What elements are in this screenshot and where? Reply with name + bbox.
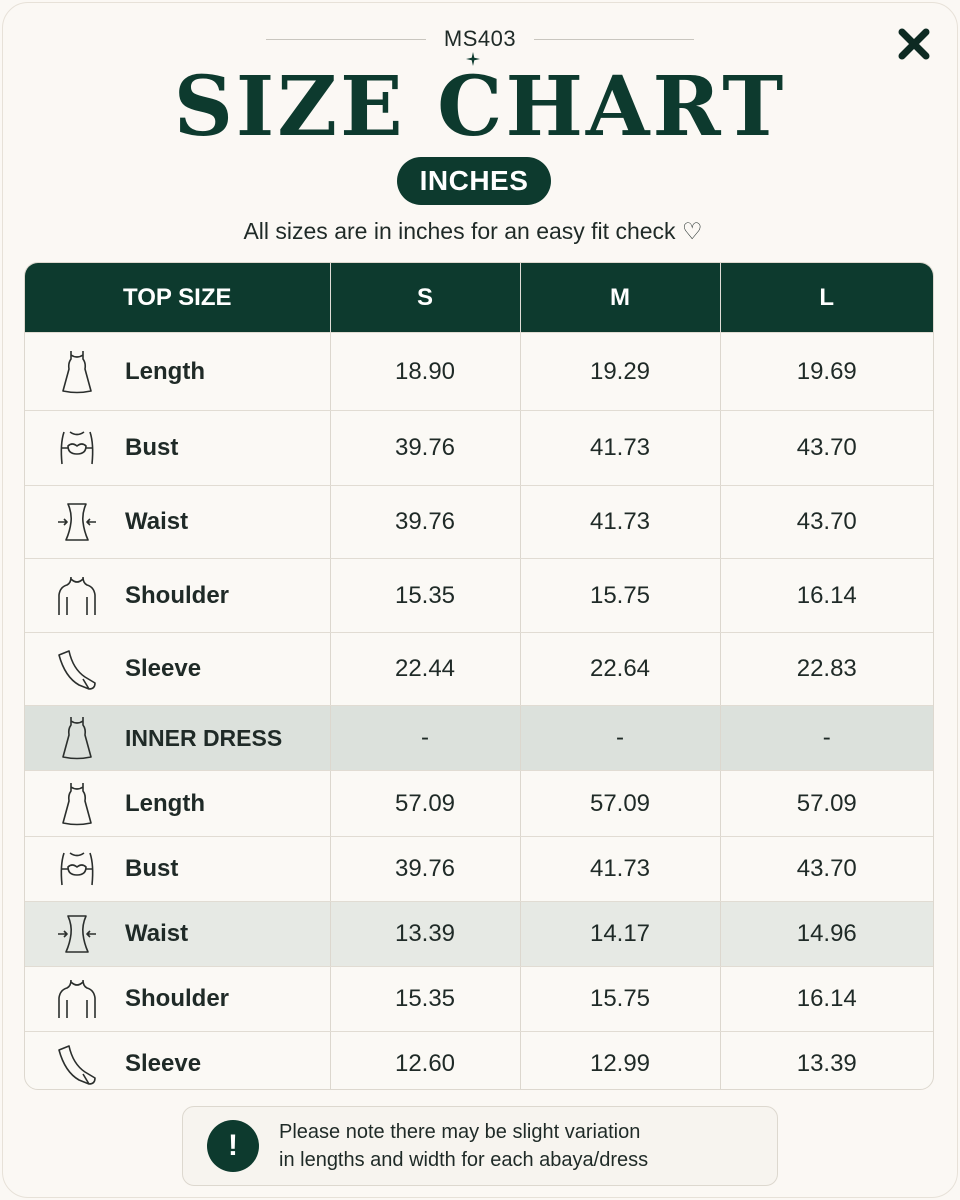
- measurement-label: Shoulder: [125, 985, 230, 1012]
- exclamation-icon: !: [207, 1120, 259, 1172]
- fit-note: ! Please note there may be slight variat…: [182, 1106, 778, 1186]
- value-cell-l: 43.70: [720, 836, 933, 902]
- value-cell-m: 57.09: [520, 770, 721, 837]
- value-cell-m: 41.73: [520, 410, 721, 486]
- table-row: Shoulder 15.35 15.75 16.14: [25, 966, 933, 1032]
- value-cell-m: 15.75: [520, 558, 721, 633]
- value-cell-s: 22.44: [330, 632, 521, 706]
- measurement-label-cell: Waist: [25, 901, 331, 967]
- value-cell-s: 12.60: [330, 1031, 521, 1089]
- note-line-2: in lengths and width for each abaya/dres…: [279, 1149, 649, 1171]
- value-cell-m: 12.99: [520, 1031, 721, 1089]
- bust-icon: [53, 847, 101, 891]
- table-row: Sleeve 12.60 12.99 13.39: [25, 1031, 933, 1089]
- value-cell-l: 16.14: [720, 558, 933, 633]
- value-cell-m: 15.75: [520, 966, 721, 1032]
- dress-length-icon: [53, 350, 101, 394]
- page-title: SIZE CHART: [173, 59, 787, 155]
- table-row: Bust 39.76 41.73 43.70: [25, 836, 933, 902]
- measurement-label: INNER DRESS: [125, 724, 283, 751]
- table-header-row: TOP SIZE S M L: [25, 263, 933, 333]
- dress-length-icon: [53, 782, 101, 826]
- unit-badge: INCHES: [397, 157, 551, 205]
- value-cell-m: 22.64: [520, 632, 721, 706]
- value-cell-s: 15.35: [330, 966, 521, 1032]
- column-header-m: M: [520, 263, 721, 333]
- measurement-label-cell: Shoulder: [25, 558, 331, 633]
- waist-icon: [53, 912, 101, 956]
- measurement-label-cell: Bust: [25, 410, 331, 486]
- measurement-label: Waist: [125, 920, 189, 947]
- shoulder-icon: [53, 574, 101, 618]
- measurement-label-cell: Bust: [25, 836, 331, 902]
- measurement-label: Waist: [125, 508, 189, 535]
- value-cell-l: 57.09: [720, 770, 933, 837]
- size-table: TOP SIZE S M L Length 18.90 19.29 19.69 Bust…: [24, 262, 934, 1090]
- value-cell-l: 13.39: [796, 1050, 857, 1077]
- product-code-row: MS403: [0, 26, 960, 52]
- close-button[interactable]: [892, 22, 936, 66]
- table-row: Shoulder 15.35 15.75 16.14: [25, 558, 933, 633]
- divider: [534, 38, 695, 40]
- table-row: Waist 13.39 14.17 14.96: [25, 901, 933, 967]
- value-cell-s: -: [330, 705, 521, 771]
- measurement-label-cell: Length: [25, 770, 331, 837]
- close-icon: [898, 28, 930, 60]
- measurement-label: Length: [125, 789, 205, 817]
- value-cell-s: 57.09: [330, 770, 521, 837]
- measurement-label: Sleeve: [125, 1050, 202, 1077]
- column-header-top-size: TOP SIZE: [25, 263, 331, 333]
- table-row: Bust 39.76 41.73 43.70: [25, 410, 933, 486]
- measurement-label: Bust: [125, 434, 179, 461]
- table-row: Length 57.09 57.09 57.09: [25, 770, 933, 837]
- sleeve-icon: [53, 647, 101, 691]
- value-cell-s: 39.76: [330, 836, 521, 902]
- column-header-s: S: [330, 263, 521, 333]
- measurement-label-cell: Shoulder: [25, 966, 331, 1032]
- section-row-inner-dress: INNER DRESS - - -: [25, 705, 933, 771]
- measurement-label-cell: Length: [25, 332, 331, 411]
- value-cell-s: 39.76: [330, 485, 521, 559]
- column-header-l: L: [720, 263, 933, 333]
- measurement-label: Sleeve: [125, 655, 202, 682]
- measurement-label: Bust: [125, 855, 179, 882]
- value-cell-l: 16.14: [720, 966, 933, 1032]
- shoulder-icon: [53, 977, 101, 1021]
- measurement-label: Length: [125, 357, 205, 385]
- table-row: Length 18.90 19.29 19.69: [25, 332, 933, 411]
- value-cell-s: 13.39: [330, 901, 521, 967]
- measurement-label-cell: Waist: [25, 485, 331, 559]
- value-cell-l: 14.96: [720, 901, 933, 967]
- measurement-label-cell: INNER DRESS: [25, 705, 331, 771]
- waist-icon: [53, 500, 101, 544]
- subtitle: All sizes are in inches for an easy fit …: [243, 218, 703, 244]
- value-cell-l: 43.70: [720, 485, 933, 559]
- table-row: Waist 39.76 41.73 43.70: [25, 485, 933, 559]
- value-cell-l: 43.70: [720, 410, 933, 486]
- value-cell-s: 18.90: [330, 332, 521, 411]
- value-cell-m: 19.29: [520, 332, 721, 411]
- measurement-label-cell: Sleeve: [25, 632, 331, 706]
- product-code: MS403: [443, 26, 517, 51]
- sleeve-icon: [53, 1042, 101, 1086]
- table-row: Sleeve 22.44 22.64 22.83: [25, 632, 933, 706]
- sparkle-icon: [466, 52, 480, 66]
- value-cell-l: -: [720, 705, 933, 771]
- note-line-1: Please note there may be slight variatio…: [279, 1121, 641, 1143]
- value-cell-l: 19.69: [720, 332, 933, 411]
- value-cell-m: 41.73: [520, 836, 721, 902]
- value-cell-s: 39.76: [330, 410, 521, 486]
- value-cell-l: 22.83: [720, 632, 933, 706]
- value-cell-m: 14.17: [520, 901, 721, 967]
- dress-icon: [53, 716, 101, 760]
- value-cell-m: -: [520, 705, 721, 771]
- bust-icon: [53, 426, 101, 470]
- value-cell-s: 15.35: [330, 558, 521, 633]
- measurement-label: Shoulder: [125, 581, 230, 609]
- divider: [265, 38, 426, 40]
- measurement-label-cell: Sleeve: [25, 1031, 331, 1089]
- value-cell-m: 41.73: [520, 485, 721, 559]
